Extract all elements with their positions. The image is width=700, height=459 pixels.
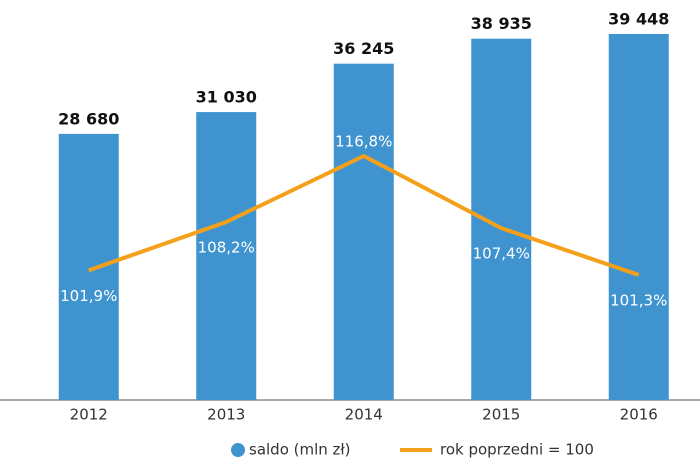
legend-label: rok poprzedni = 100 [440,441,594,459]
x-tick-label: 2013 [207,406,245,424]
legend-swatch [231,443,245,457]
line-value-label: 101,3% [610,291,667,309]
bar [58,133,119,400]
x-tick-label: 2016 [620,406,658,424]
value-label: 39 448 [608,9,669,28]
bar [608,33,669,400]
line-value-label: 107,4% [473,245,530,263]
value-label: 31 030 [196,88,257,107]
value-label: 38 935 [471,14,532,33]
line-value-label: 101,9% [60,287,117,305]
x-tick-label: 2015 [482,406,520,424]
bar [333,63,394,400]
line [88,153,640,277]
line-value-label: 116,8% [335,132,392,150]
bar [196,112,257,400]
legend-label: saldo (mln zł) [249,441,351,459]
value-label: 36 245 [333,39,394,58]
value-label: 28 680 [58,109,119,128]
line-value-label: 108,2% [198,238,255,256]
x-tick-label: 2014 [345,406,383,424]
x-tick-label: 2012 [70,406,108,424]
